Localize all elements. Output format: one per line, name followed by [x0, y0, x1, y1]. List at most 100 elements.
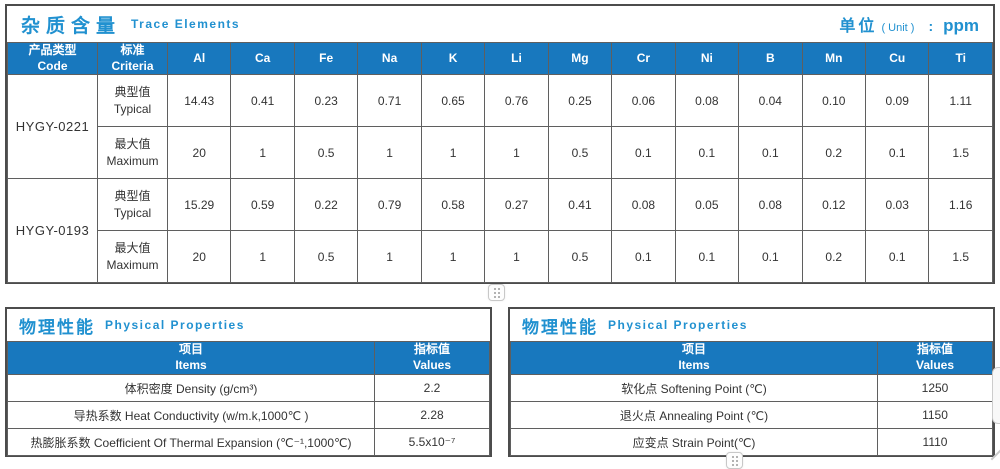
value-cell: 0.10	[801, 74, 866, 128]
unit-cn: 单位	[839, 18, 878, 35]
criteria-cell: 最大值 Maximum	[97, 126, 168, 180]
value-cell: 1	[420, 230, 486, 284]
element-header-cr: Cr	[611, 41, 676, 76]
criteria-en: Typical	[113, 101, 152, 116]
physical-left-title-en: Physical Properties	[105, 318, 245, 332]
value-cell: 0.59	[230, 178, 295, 232]
col-header-values-cn: 指标值	[413, 342, 450, 357]
criteria-en: Maximum	[106, 257, 159, 272]
value-cell: 5.5x10⁻⁷	[374, 428, 490, 456]
element-header-fe: Fe	[293, 41, 359, 76]
col-header-items-en: Items	[678, 358, 710, 372]
table-row: HYGY-0221 典型值 Typical 14.43 0.41 0.23 0.…	[7, 74, 993, 180]
value-cell: 15.29	[166, 178, 232, 232]
element-header-mg: Mg	[547, 41, 613, 76]
value-cell: 1	[420, 126, 486, 180]
value-cell: 1	[484, 126, 549, 180]
value-cell: 0.41	[547, 178, 613, 232]
table-row: 热膨胀系数 Coefficient Of Thermal Expansion (…	[7, 428, 490, 456]
element-header-k: K	[420, 41, 486, 76]
value-cell: 0.79	[357, 178, 422, 232]
item-cell: 导热系数 Heat Conductivity (w/m.k,1000℃ )	[7, 401, 375, 429]
unit-en: ( Unit )	[881, 22, 915, 34]
drag-dots-icon	[493, 287, 500, 298]
value-cell: 0.1	[674, 126, 740, 180]
table-row: 导热系数 Heat Conductivity (w/m.k,1000℃ ) 2.…	[7, 401, 490, 429]
criteria-cell: 最大值 Maximum	[97, 230, 168, 284]
element-header-na: Na	[357, 41, 422, 76]
table-row: 最大值 Maximum 20 1 0.5 1 1 1 0.5 0.1 0.1 0…	[8, 230, 993, 284]
physical-left-title-bar: 物理性能 Physical Properties	[7, 309, 490, 341]
criteria-en: Typical	[113, 205, 152, 220]
code-cell: HYGY-0193	[7, 178, 98, 284]
value-cell: 0.71	[357, 74, 422, 128]
value-cell: 0.27	[484, 178, 549, 232]
criteria-cell: 典型值 Typical	[97, 178, 168, 232]
table-row: 最大值 Maximum 20 1 0.5 1 1 1 0.5 0.1 0.1 0…	[8, 126, 993, 180]
physical-right-title-bar: 物理性能 Physical Properties	[510, 309, 993, 341]
col-header-values-en: Values	[412, 358, 452, 372]
criteria-en: Maximum	[106, 153, 159, 168]
value-cell: 0.12	[801, 178, 866, 232]
physical-left-title-cn: 物理性能	[19, 317, 95, 337]
col-header-code-cn: 产品类型	[28, 43, 77, 57]
physical-right-table: 项目 Items 指标值 Values 软化点 Softening Point …	[510, 341, 993, 456]
value-cell: 0.2	[801, 126, 866, 180]
value-cell: 1250	[877, 374, 993, 402]
trace-elements-panel: 杂质含量 Trace Elements 单位 ( Unit ) : ppm 产品…	[5, 4, 995, 284]
col-header-items-cn: 项目	[681, 342, 706, 357]
drag-handle-bottom-icon[interactable]	[726, 452, 743, 469]
col-header-items-cn: 项目	[178, 342, 203, 357]
unit-label: 单位 ( Unit ) : ppm	[839, 12, 979, 36]
col-header-code-en: Code	[37, 58, 68, 73]
value-cell: 0.5	[293, 126, 359, 180]
item-cell: 体积密度 Density (g/cm³)	[7, 374, 375, 402]
value-cell: 20	[166, 126, 232, 180]
table-row: 退火点 Annealing Point (℃) 1150	[510, 401, 993, 429]
table-row: 应变点 Strain Point(℃) 1110	[510, 428, 993, 456]
value-cell: 0.08	[738, 178, 803, 232]
col-header-values: 指标值 Values	[877, 341, 993, 375]
criteria-cell: 典型值 Typical	[97, 74, 168, 128]
physical-properties-left-panel: 物理性能 Physical Properties 项目 Items 指标值 Va…	[5, 307, 492, 457]
value-cell: 2.28	[374, 401, 490, 429]
value-cell: 0.1	[611, 126, 676, 180]
col-header-criteria: 标准 Criteria	[97, 41, 168, 76]
table-row: 体积密度 Density (g/cm³) 2.2	[7, 374, 490, 402]
value-cell: 0.08	[674, 74, 740, 128]
value-cell: 1	[484, 230, 549, 284]
criteria-cn: 最大值	[114, 136, 151, 151]
trace-elements-table: 产品类型 Code 标准 Criteria Al Ca Fe Na K Li M…	[7, 41, 993, 284]
trace-title-cn: 杂质含量	[21, 15, 122, 37]
col-header-criteria-en: Criteria	[111, 58, 154, 73]
trace-elements-title-bar: 杂质含量 Trace Elements 单位 ( Unit ) : ppm	[7, 6, 993, 42]
element-header-al: Al	[166, 41, 232, 76]
value-cell: 1110	[877, 428, 993, 456]
value-cell: 0.5	[547, 230, 613, 284]
item-cell: 应变点 Strain Point(℃)	[510, 428, 878, 456]
trace-title-en: Trace Elements	[131, 17, 241, 31]
value-cell: 0.1	[864, 230, 930, 284]
value-cell: 20	[166, 230, 232, 284]
value-cell: 1150	[877, 401, 993, 429]
value-cell: 0.5	[547, 126, 613, 180]
value-cell: 0.1	[674, 230, 740, 284]
value-cell: 0.58	[420, 178, 486, 232]
col-header-items: 项目 Items	[7, 341, 375, 375]
element-header-b: B	[738, 41, 803, 76]
col-header-criteria-cn: 标准	[120, 43, 145, 57]
value-cell: 0.1	[864, 126, 930, 180]
item-cell: 退火点 Annealing Point (℃)	[510, 401, 878, 429]
criteria-cn: 最大值	[114, 240, 151, 255]
col-header-values: 指标值 Values	[374, 341, 490, 375]
item-cell: 软化点 Softening Point (℃)	[510, 374, 878, 402]
drag-handle-icon[interactable]	[488, 284, 505, 301]
value-cell: 0.5	[293, 230, 359, 284]
value-cell: 0.65	[420, 74, 486, 128]
right-edge-scroll-handle[interactable]	[992, 367, 1000, 424]
criteria-cn: 典型值	[114, 84, 151, 99]
drag-dots-icon	[731, 455, 738, 466]
physical-left-table: 项目 Items 指标值 Values 体积密度 Density (g/cm³)…	[7, 341, 490, 456]
value-cell: 0.25	[547, 74, 613, 128]
col-header-values-en: Values	[915, 358, 955, 372]
